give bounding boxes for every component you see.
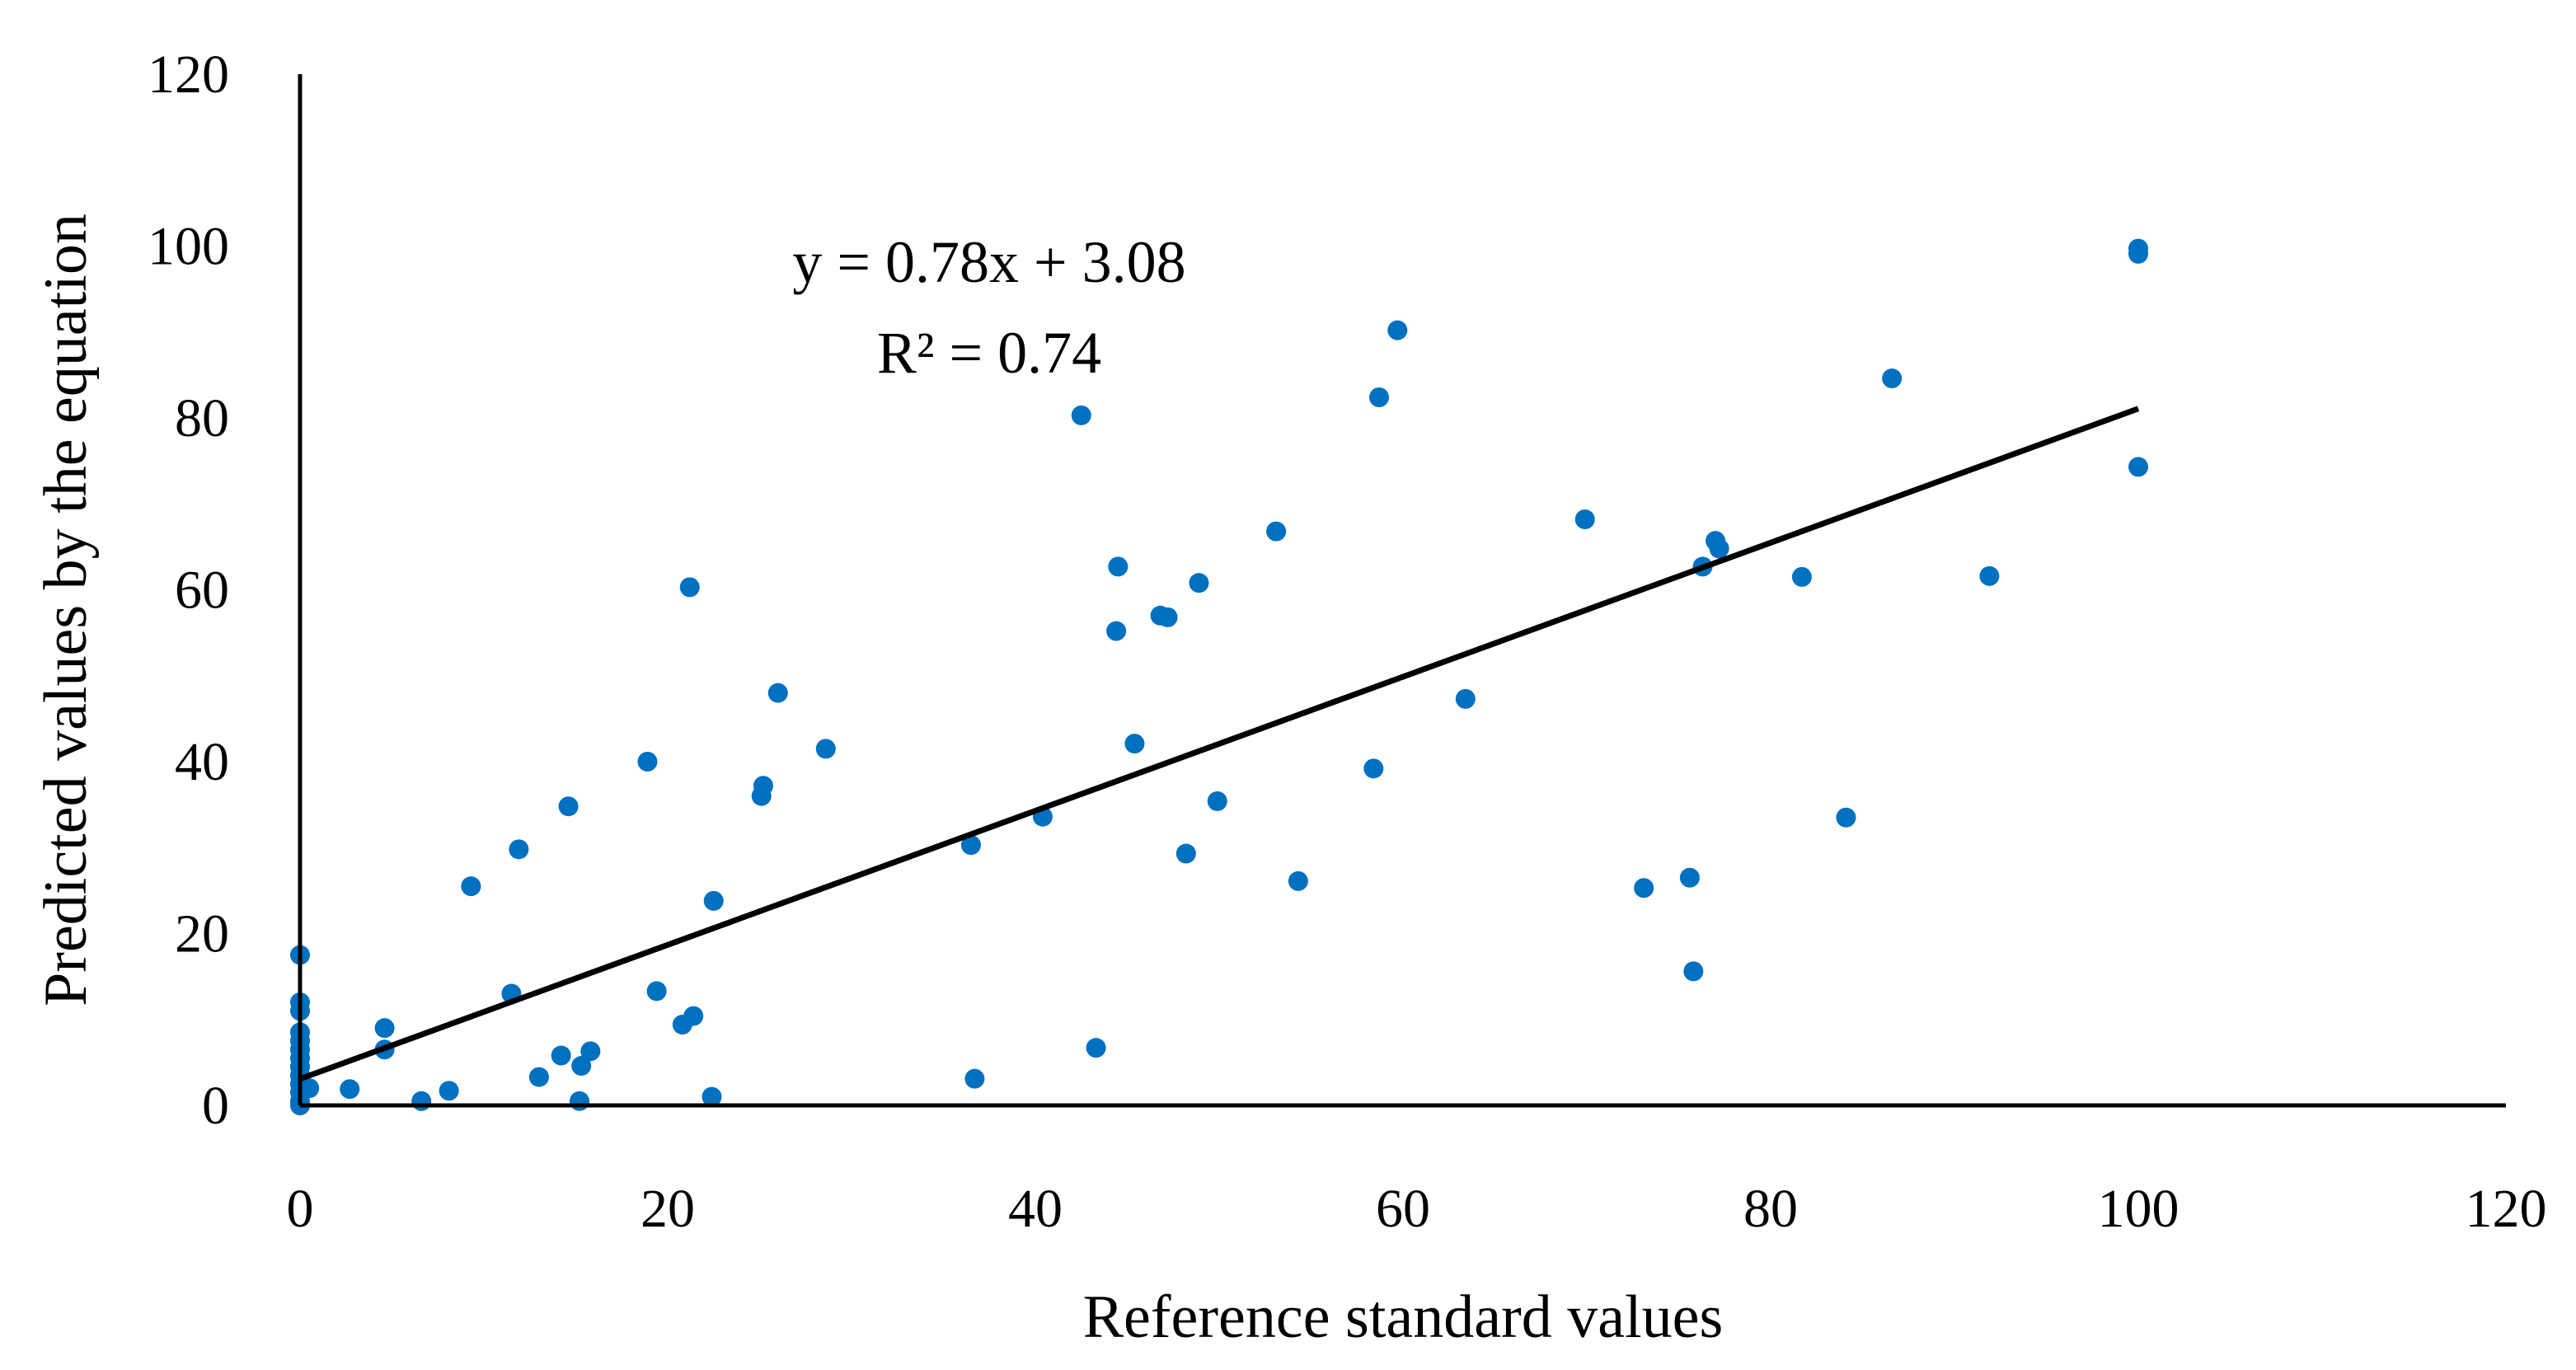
data-point <box>1791 566 1812 587</box>
data-point <box>1086 1038 1106 1058</box>
data-point <box>679 577 700 598</box>
data-point <box>1189 573 1209 594</box>
data-point <box>815 739 836 759</box>
data-point <box>1363 758 1384 779</box>
x-tick-label: 80 <box>1743 1179 1798 1239</box>
data-point <box>1369 387 1390 407</box>
data-point <box>646 981 667 1002</box>
data-point <box>1455 688 1476 709</box>
data-point <box>1108 556 1128 577</box>
r-squared-label: R² = 0.74 <box>877 320 1101 386</box>
data-point <box>2128 238 2148 259</box>
data-point <box>1882 368 1903 389</box>
data-point <box>528 1067 549 1087</box>
data-point <box>1709 538 1729 559</box>
data-point <box>1387 320 1408 340</box>
data-point <box>637 752 658 772</box>
y-tick-label: 0 <box>202 1076 229 1136</box>
data-point <box>1207 791 1227 811</box>
data-point <box>1683 961 1704 982</box>
data-point <box>703 890 724 911</box>
y-tick-label: 20 <box>175 904 229 964</box>
data-point <box>1634 878 1654 898</box>
data-point <box>580 1041 601 1062</box>
y-tick-label: 40 <box>175 732 229 792</box>
data-point <box>411 1091 432 1111</box>
data-point <box>1071 405 1091 425</box>
x-axis-title: Reference standard values <box>1083 1283 1724 1351</box>
data-point <box>1175 843 1196 864</box>
y-tick-label: 60 <box>175 561 229 621</box>
data-point <box>1106 621 1127 641</box>
data-point <box>461 876 481 897</box>
data-point <box>299 1078 320 1099</box>
data-point <box>1266 521 1287 542</box>
data-point <box>340 1079 360 1100</box>
data-point <box>1679 867 1700 888</box>
data-point <box>1979 565 2000 586</box>
x-tick-label: 100 <box>2098 1179 2180 1239</box>
data-point <box>1574 509 1595 530</box>
data-point <box>701 1086 722 1107</box>
trendline <box>298 406 2140 1082</box>
data-point <box>1288 870 1308 891</box>
x-tick-label: 60 <box>1376 1179 1430 1239</box>
data-point <box>374 1018 395 1039</box>
x-tick-label: 20 <box>640 1179 695 1239</box>
data-point <box>683 1006 704 1026</box>
data-point <box>2128 457 2148 477</box>
data-point <box>1157 607 1178 627</box>
data-point <box>767 683 788 703</box>
data-point <box>964 1068 985 1089</box>
x-tick-label: 40 <box>1008 1179 1063 1239</box>
y-tick-label: 100 <box>148 217 229 277</box>
data-point <box>960 835 981 856</box>
y-tick-labels: 0 20 40 60 80 100 120 <box>148 45 229 1136</box>
y-axis-title: Predicted values by the equation <box>32 213 100 1006</box>
data-point <box>753 776 773 796</box>
data-point <box>439 1081 459 1101</box>
x-tick-label: 120 <box>2466 1179 2547 1239</box>
x-tick-labels: 0 20 40 60 80 100 120 <box>287 1179 2547 1239</box>
x-tick-label: 0 <box>287 1179 314 1239</box>
y-tick-label: 80 <box>175 388 229 448</box>
data-point <box>551 1045 571 1066</box>
data-point <box>1836 807 1856 828</box>
data-point <box>558 796 579 817</box>
data-points <box>290 238 2148 1115</box>
y-tick-label: 120 <box>148 45 229 105</box>
data-point <box>569 1091 589 1111</box>
data-point <box>509 839 529 860</box>
data-point <box>571 1056 592 1077</box>
trendline-equation: y = 0.78x + 3.08 <box>792 229 1185 295</box>
data-point <box>1124 734 1145 754</box>
